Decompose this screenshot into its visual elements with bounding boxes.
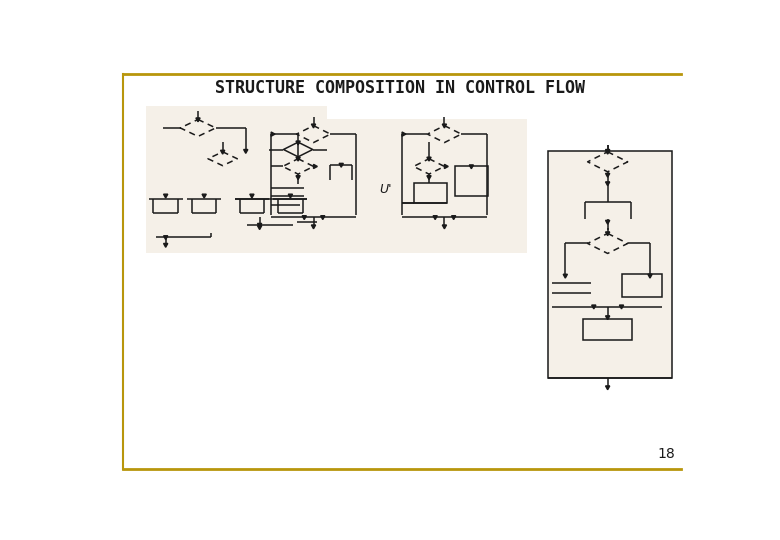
Text: STRUCTURE COMPOSITION IN CONTROL FLOW: STRUCTURE COMPOSITION IN CONTROL FLOW [215, 79, 585, 97]
Polygon shape [619, 305, 624, 309]
Polygon shape [164, 236, 168, 240]
Polygon shape [296, 176, 300, 179]
Polygon shape [164, 244, 168, 247]
Polygon shape [605, 316, 610, 320]
Text: U': U' [380, 183, 392, 196]
Polygon shape [433, 215, 438, 220]
Polygon shape [196, 118, 200, 122]
Polygon shape [605, 150, 610, 153]
Polygon shape [605, 182, 610, 186]
Polygon shape [250, 194, 254, 198]
Polygon shape [402, 132, 406, 136]
Polygon shape [452, 215, 456, 220]
Text: 18: 18 [658, 447, 675, 461]
Polygon shape [442, 225, 446, 229]
Polygon shape [605, 220, 610, 224]
Polygon shape [257, 226, 262, 230]
Polygon shape [311, 124, 316, 128]
Polygon shape [442, 124, 446, 128]
Polygon shape [339, 164, 343, 167]
Polygon shape [427, 176, 431, 179]
Polygon shape [605, 386, 610, 390]
Polygon shape [164, 194, 168, 198]
Polygon shape [271, 132, 275, 136]
Polygon shape [605, 150, 610, 154]
Polygon shape [445, 164, 448, 168]
Polygon shape [592, 305, 596, 309]
Bar [456, 166, 488, 195]
Polygon shape [563, 274, 567, 278]
Polygon shape [311, 225, 316, 229]
Bar [234, 119, 526, 253]
Polygon shape [296, 141, 300, 145]
Polygon shape [470, 165, 473, 168]
Polygon shape [243, 150, 248, 153]
Polygon shape [321, 215, 324, 220]
Polygon shape [314, 164, 317, 168]
Bar [548, 151, 672, 378]
Polygon shape [257, 224, 262, 227]
Polygon shape [605, 232, 610, 236]
Polygon shape [427, 157, 431, 161]
Polygon shape [605, 173, 610, 177]
Bar [146, 106, 327, 253]
Bar [622, 274, 661, 298]
Bar [583, 319, 633, 340]
Polygon shape [296, 157, 300, 161]
Bar [413, 184, 448, 204]
Polygon shape [302, 215, 307, 220]
Polygon shape [289, 194, 292, 198]
Bar [548, 151, 672, 378]
Polygon shape [648, 274, 652, 278]
Polygon shape [202, 194, 206, 198]
Polygon shape [221, 150, 225, 154]
